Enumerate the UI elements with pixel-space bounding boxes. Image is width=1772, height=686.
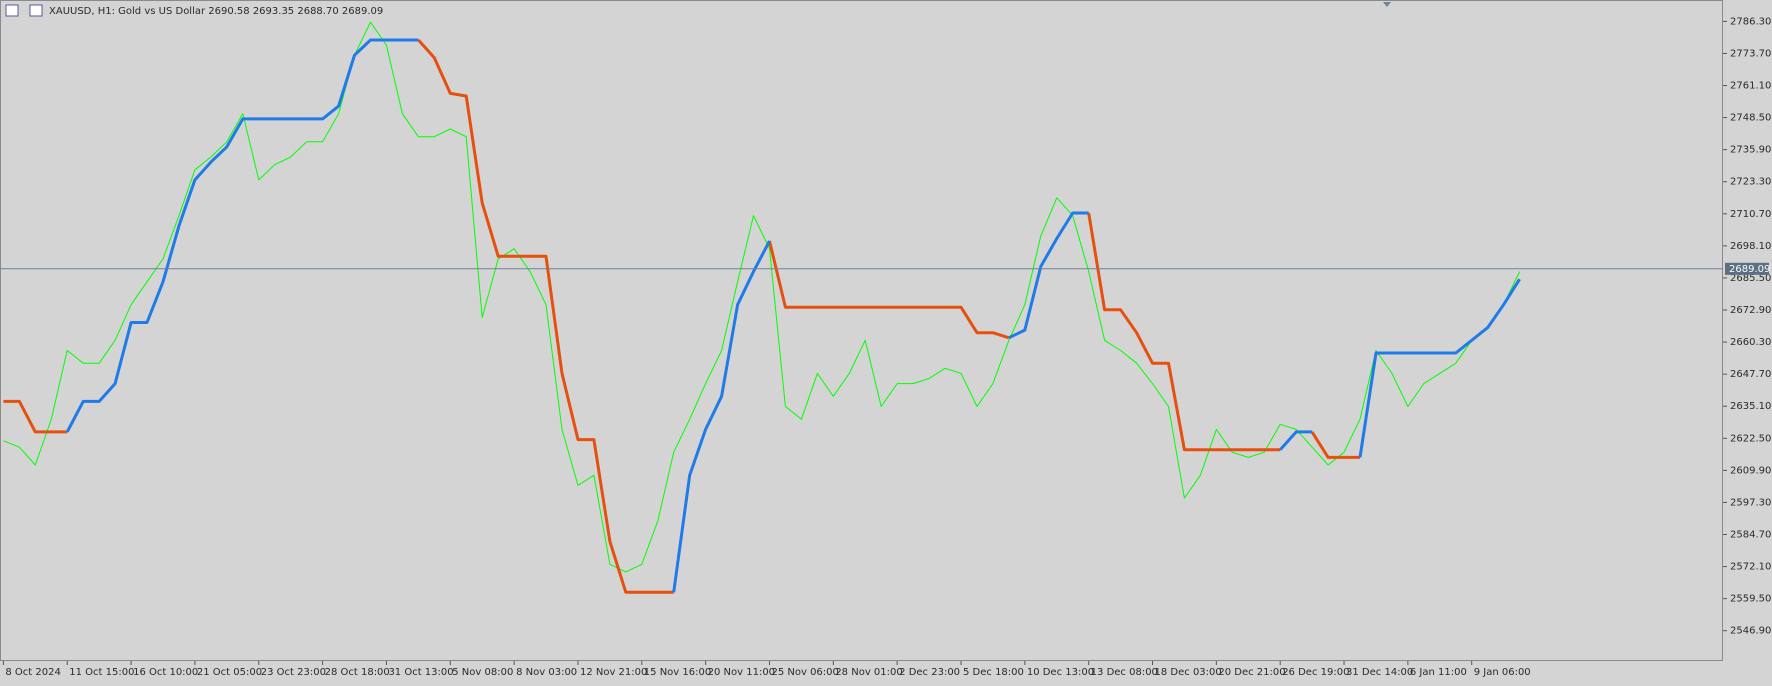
x-tick-label: 31 Oct 13:00 <box>388 667 453 678</box>
x-tick-label: 12 Nov 21:00 <box>580 667 647 678</box>
series-line <box>65 38 1521 593</box>
x-tick-label: 18 Dec 03:00 <box>1155 667 1222 678</box>
x-tick-label: 9 Jan 06:00 <box>1474 667 1531 678</box>
y-tick-label: 2584.70 <box>1730 530 1771 541</box>
y-tick-label: 2597.30 <box>1730 497 1771 508</box>
y-tick-label: 2622.50 <box>1730 433 1771 444</box>
y-tick-label: 2748.50 <box>1730 113 1771 124</box>
x-tick-label: 23 Oct 23:00 <box>261 667 326 678</box>
y-tick-label: 2672.90 <box>1730 305 1771 316</box>
x-tick-label: 20 Nov 11:00 <box>708 667 775 678</box>
y-tick-label: 2546.90 <box>1730 626 1771 637</box>
x-tick-label: 10 Dec 13:00 <box>1027 667 1094 678</box>
x-tick-label: 13 Dec 08:00 <box>1091 667 1158 678</box>
x-tick-label: 8 Oct 2024 <box>5 667 60 678</box>
x-tick-label: 15 Nov 16:00 <box>644 667 711 678</box>
y-tick-label: 2710.70 <box>1730 209 1771 220</box>
shift-marker <box>1383 2 1391 7</box>
x-tick-label: 6 Jan 11:00 <box>1410 667 1467 678</box>
y-tick-label: 2723.30 <box>1730 177 1771 188</box>
x-tick-label: 20 Dec 21:00 <box>1218 667 1285 678</box>
icon <box>29 4 43 17</box>
x-tick-label: 25 Nov 06:00 <box>771 667 838 678</box>
y-tick-label: 2559.50 <box>1730 594 1771 605</box>
icon <box>5 4 19 17</box>
x-tick-label: 31 Dec 14:00 <box>1346 667 1413 678</box>
y-tick-label: 2572.10 <box>1730 562 1771 573</box>
series-line <box>3 21 1521 573</box>
x-tick-label: 28 Nov 01:00 <box>835 667 902 678</box>
y-tick-label: 2761.10 <box>1730 81 1771 92</box>
y-tick-label: 2635.10 <box>1730 401 1771 412</box>
plot-frame <box>0 0 1723 661</box>
current-price-box <box>1725 262 1769 275</box>
current-price-label: 2689.09 <box>1729 264 1770 275</box>
x-tick-label: 8 Nov 03:00 <box>516 667 577 678</box>
x-tick-label: 5 Nov 08:00 <box>452 667 513 678</box>
chart-title: XAUUSD, H1: Gold vs US Dollar 2690.58 26… <box>49 6 383 17</box>
x-tick-label: 26 Dec 19:00 <box>1282 667 1349 678</box>
y-tick-label: 2647.70 <box>1730 369 1771 380</box>
x-tick-label: 5 Dec 18:00 <box>963 667 1024 678</box>
plot <box>3 21 1521 594</box>
x-tick-label: 16 Oct 10:00 <box>133 667 198 678</box>
y-tick-label: 2773.70 <box>1730 48 1771 59</box>
y-tick-label: 2660.30 <box>1730 337 1771 348</box>
y-tick-label: 2609.90 <box>1730 465 1771 476</box>
x-tick-label: 21 Oct 05:00 <box>197 667 262 678</box>
x-tick-label: 2 Dec 23:00 <box>899 667 960 678</box>
series-line <box>3 39 1360 594</box>
x-tick-label: 11 Oct 15:00 <box>69 667 134 678</box>
y-tick-label: 2786.30 <box>1730 16 1771 27</box>
y-tick-label: 2735.90 <box>1730 145 1771 156</box>
x-tick-label: 28 Oct 18:00 <box>325 667 390 678</box>
y-tick-label: 2698.10 <box>1730 241 1771 252</box>
y-tick-label: 2685.50 <box>1730 273 1771 284</box>
